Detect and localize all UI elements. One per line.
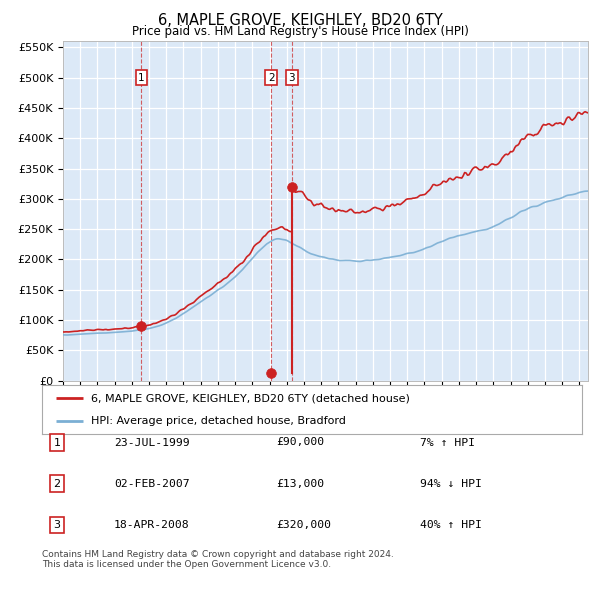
Text: 1: 1 (53, 438, 61, 447)
Text: 6, MAPLE GROVE, KEIGHLEY, BD20 6TY: 6, MAPLE GROVE, KEIGHLEY, BD20 6TY (158, 13, 442, 28)
Text: 7% ↑ HPI: 7% ↑ HPI (420, 438, 475, 447)
Text: 2: 2 (53, 479, 61, 489)
Text: 23-JUL-1999: 23-JUL-1999 (114, 438, 190, 447)
Text: 3: 3 (53, 520, 61, 530)
Text: 1: 1 (138, 73, 145, 83)
Text: 02-FEB-2007: 02-FEB-2007 (114, 479, 190, 489)
Text: £90,000: £90,000 (276, 438, 324, 447)
Text: Price paid vs. HM Land Registry's House Price Index (HPI): Price paid vs. HM Land Registry's House … (131, 25, 469, 38)
Text: 18-APR-2008: 18-APR-2008 (114, 520, 190, 530)
Text: 6, MAPLE GROVE, KEIGHLEY, BD20 6TY (detached house): 6, MAPLE GROVE, KEIGHLEY, BD20 6TY (deta… (91, 394, 409, 404)
Text: 3: 3 (289, 73, 295, 83)
Text: 2: 2 (268, 73, 274, 83)
Text: £320,000: £320,000 (276, 520, 331, 530)
Text: 40% ↑ HPI: 40% ↑ HPI (420, 520, 482, 530)
Text: £13,000: £13,000 (276, 479, 324, 489)
Text: HPI: Average price, detached house, Bradford: HPI: Average price, detached house, Brad… (91, 415, 346, 425)
Text: 94% ↓ HPI: 94% ↓ HPI (420, 479, 482, 489)
Text: Contains HM Land Registry data © Crown copyright and database right 2024.
This d: Contains HM Land Registry data © Crown c… (42, 550, 394, 569)
